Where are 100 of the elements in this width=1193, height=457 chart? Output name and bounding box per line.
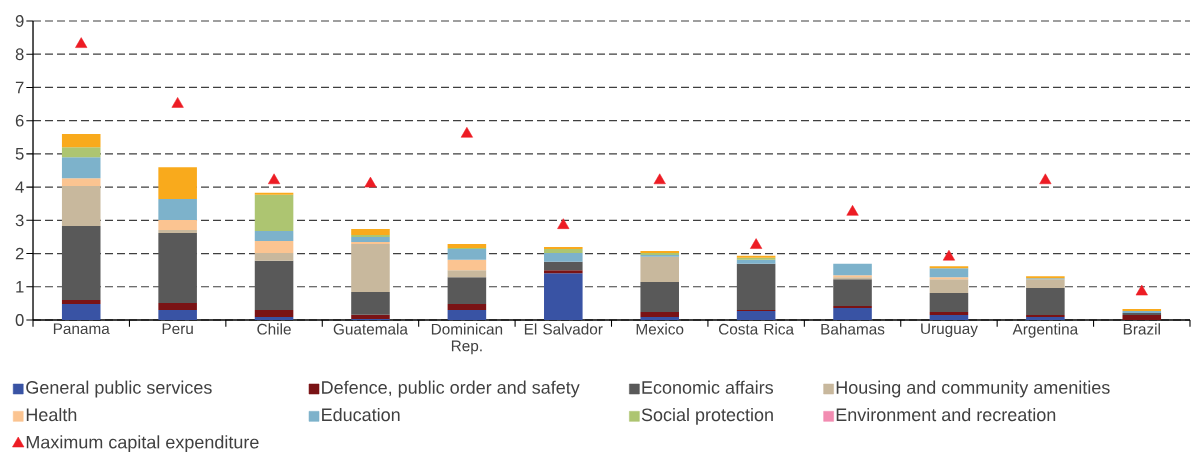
point <box>268 173 281 185</box>
bar <box>61 300 101 305</box>
bar <box>1026 288 1065 315</box>
legend-label: Housing and community amenities <box>836 380 1110 398</box>
y-tick-label: 6 <box>15 114 24 127</box>
bar <box>1122 315 1162 320</box>
y-tick-label: 0 <box>15 314 24 326</box>
x-tick-label: Brazil <box>1123 323 1160 335</box>
bar <box>929 277 969 280</box>
bar <box>61 133 101 148</box>
y-tick-label: 9 <box>15 15 24 27</box>
point <box>171 97 184 108</box>
point <box>942 249 955 261</box>
bar <box>833 308 872 320</box>
point <box>653 173 666 185</box>
bar <box>544 261 583 271</box>
bar <box>640 282 679 313</box>
bar <box>929 293 969 313</box>
bar <box>447 310 487 320</box>
bar <box>640 312 679 317</box>
y-tick-label: 5 <box>15 148 24 160</box>
y-tick-label: 4 <box>15 181 24 193</box>
bar <box>254 194 294 231</box>
bar <box>929 268 969 278</box>
bar <box>640 317 679 320</box>
bar <box>158 220 197 230</box>
y-tick-label: 7 <box>15 81 24 94</box>
bar <box>254 317 294 320</box>
point <box>364 176 377 188</box>
x-tick-label: Dominican Rep. <box>431 323 503 355</box>
y-tick-label: 1 <box>16 281 24 293</box>
y-tick-label: 3 <box>15 214 24 227</box>
bar <box>447 277 487 305</box>
bar <box>833 279 872 307</box>
point <box>557 218 570 229</box>
bar <box>158 167 197 200</box>
bar <box>736 259 776 264</box>
bar <box>351 228 390 235</box>
x-tick-label: Panama <box>53 323 110 335</box>
x-tick-label: Bahamas <box>821 323 885 335</box>
bar <box>351 314 390 319</box>
legend-label: Environment and recreation <box>836 407 1056 422</box>
bar <box>158 310 197 320</box>
bar <box>447 248 487 260</box>
bar <box>351 292 390 315</box>
legend-label: Maximum capital expenditure <box>26 435 259 453</box>
bar <box>447 304 487 311</box>
bar <box>254 240 294 253</box>
bar <box>158 199 197 220</box>
bar <box>736 311 776 320</box>
legend-label: Defence, public order and safety <box>322 380 580 398</box>
point <box>460 127 473 138</box>
bar <box>61 304 101 320</box>
bar <box>736 263 776 311</box>
bar <box>1026 279 1065 289</box>
bar <box>351 236 390 242</box>
point <box>1039 173 1052 185</box>
y-tick-label: 8 <box>15 48 24 61</box>
bar <box>254 310 294 317</box>
point <box>750 238 763 249</box>
point <box>1135 284 1148 296</box>
bar <box>544 270 583 274</box>
bar <box>351 234 390 237</box>
bar <box>158 232 197 304</box>
bar <box>158 303 197 311</box>
bar <box>544 252 583 262</box>
bar <box>544 248 583 253</box>
bar <box>61 178 101 187</box>
x-tick-label: Chile <box>257 323 291 335</box>
legend-label: General public services <box>26 380 212 398</box>
bar <box>929 315 969 320</box>
point <box>846 205 859 216</box>
bar <box>351 243 390 293</box>
x-tick-label: Costa Rica <box>718 323 795 335</box>
bar <box>833 263 872 276</box>
bar <box>254 230 294 241</box>
x-tick-label: El Salvador <box>524 323 603 335</box>
bar <box>929 279 969 294</box>
bar <box>254 260 294 311</box>
bar <box>158 229 197 233</box>
bar <box>61 225 101 301</box>
bar <box>640 256 679 283</box>
legend-label: Social protection <box>641 407 773 425</box>
bar <box>254 252 294 261</box>
legend-label: Education <box>322 407 400 422</box>
bar <box>61 157 101 179</box>
x-tick-label: Uruguay <box>921 323 978 338</box>
bar <box>447 270 487 278</box>
legend-label: Health <box>26 407 77 422</box>
y-tick-label: 2 <box>15 247 24 260</box>
x-tick-label: Guatemala <box>333 323 408 335</box>
bar <box>254 192 294 195</box>
x-tick-label: Peru <box>162 323 193 335</box>
bar <box>61 186 101 226</box>
bar <box>447 259 487 271</box>
x-tick-label: Mexico <box>636 323 684 335</box>
point <box>75 37 88 48</box>
bar <box>544 273 583 320</box>
bar <box>61 147 101 158</box>
legend-label: Economic affairs <box>642 380 774 394</box>
